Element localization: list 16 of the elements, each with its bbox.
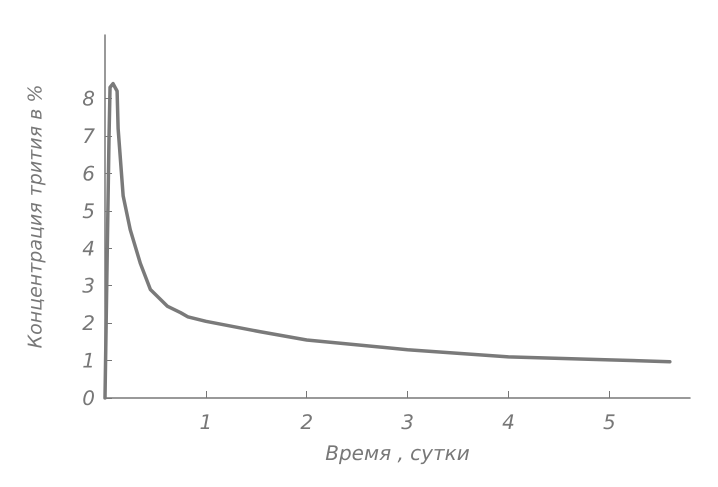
y-axis-title: Концентрация трития в %: [24, 84, 46, 348]
y-tick-label: 1: [82, 348, 95, 373]
y-tick-label: 7: [82, 124, 96, 148]
x-tick-label: 4: [502, 410, 515, 434]
y-tick-label: 6: [82, 161, 95, 186]
x-tick-label: 1: [199, 410, 212, 434]
x-tick-label: 5: [602, 410, 616, 434]
y-tick-label: 0: [82, 386, 95, 410]
y-tick-label: 3: [82, 274, 95, 298]
y-tick-label: 8: [82, 86, 95, 111]
x-axis-title: Время , сутки: [325, 441, 470, 465]
x-tick-label: 3: [401, 410, 414, 434]
x-tick-label: 2: [300, 410, 314, 434]
y-tick-label: 2: [82, 311, 95, 336]
y-tick-label: 5: [82, 198, 95, 223]
y-tick-label: 4: [82, 236, 95, 260]
